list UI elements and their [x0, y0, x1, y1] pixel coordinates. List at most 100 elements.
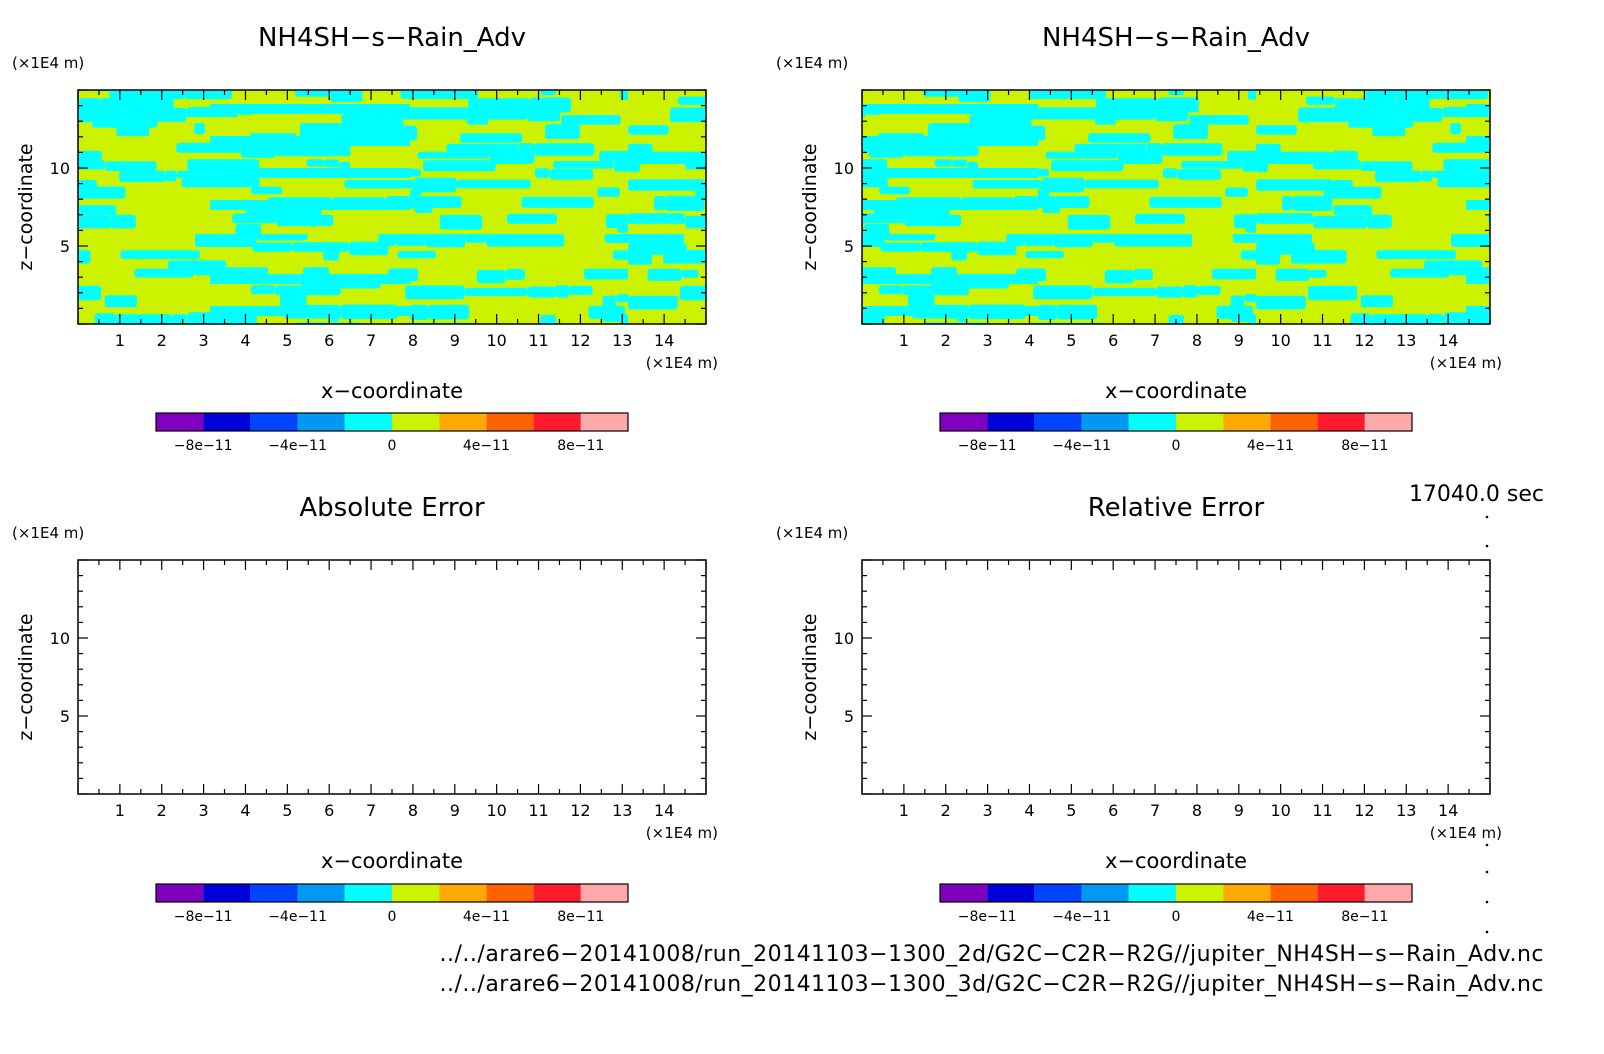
colorbar-segment [344, 884, 392, 902]
panel-2: NH4SH−s−Rain_Adv(×1E4 m)1 2 3 4 5 6 7 8 9 10 11 12 1… [776, 23, 1502, 454]
z-unit-label: (×1E4 m) [12, 54, 84, 72]
x-tick-label: 9 [450, 331, 460, 350]
x-tick-label: 12 [1354, 331, 1374, 350]
colorbar-tick-label: 4e−11 [463, 438, 510, 454]
x-tick-label: 14 [654, 331, 674, 350]
z-tick-label: 5 [844, 237, 854, 256]
x-tick-label: 3 [199, 331, 209, 350]
x-tick-label: 13 [612, 331, 632, 350]
x-tick-label: 7 [1150, 801, 1160, 820]
x-tick-label: 5 [1066, 801, 1076, 820]
colorbar-tick-label: 4e−11 [1247, 438, 1294, 454]
colorbar-tick-label: −8e−11 [174, 438, 233, 454]
colorbar-segment [987, 884, 1035, 902]
x-tick-label: 1 [899, 801, 909, 820]
x-tick-label: 10 [1270, 801, 1290, 820]
file-path-3d: ../../arare6−20141008/run_20141103−1300_… [439, 972, 1544, 997]
colorbar-segment [987, 413, 1035, 431]
marker-dot [1485, 870, 1489, 874]
x-axis-label: x−coordinate [321, 849, 463, 873]
colorbar-frame [155, 883, 629, 903]
x-tick-label: 4 [1024, 801, 1034, 820]
colorbar-segment [203, 413, 251, 431]
x-tick-label: 7 [1150, 331, 1160, 350]
colorbar-tick-label: 8e−11 [557, 909, 604, 925]
panel-title: NH4SH−s−Rain_Adv [1042, 23, 1310, 53]
colorbar-segment [439, 413, 487, 431]
x-tick-label: 10 [486, 801, 506, 820]
x-tick-label: 14 [1438, 801, 1458, 820]
x-tick-label: 2 [157, 801, 167, 820]
z-tick-label: 5 [60, 237, 70, 256]
x-tick-label: 12 [570, 331, 590, 350]
x-tick-label: 14 [1438, 331, 1458, 350]
colorbar-segment [533, 884, 581, 902]
x-tick-label: 2 [941, 331, 951, 350]
marker-dot [1485, 930, 1489, 934]
colorbar-tick-label: 8e−11 [1341, 438, 1388, 454]
x-tick-label: 4 [1024, 331, 1034, 350]
colorbar-tick-label: −8e−11 [174, 909, 233, 925]
marker-dot [1485, 843, 1489, 847]
x-tick-label: 1 [899, 331, 909, 350]
marker-dot [1485, 515, 1489, 519]
colorbar-segment [580, 884, 628, 902]
x-tick-label: 11 [528, 801, 548, 820]
colorbar-segment [1364, 884, 1412, 902]
colorbar-segment [1176, 884, 1224, 902]
z-axis-label: z−coordinate [15, 613, 37, 740]
colorbar-segment [439, 884, 487, 902]
x-tick-label: 7 [366, 331, 376, 350]
colorbar-segment [1081, 413, 1129, 431]
x-unit-label: (×1E4 m) [1430, 824, 1502, 842]
colorbar-segment [1364, 413, 1412, 431]
colorbar-tick-label: 0 [388, 909, 397, 925]
panel-title: Relative Error [1088, 493, 1265, 523]
time-label: 17040.0 sec [1408, 482, 1544, 507]
colorbar-segment [1176, 413, 1224, 431]
colorbar: −8e−11 −4e−11 0 4e−11 8e−11 [939, 883, 1413, 925]
x-tick-label: 9 [1234, 801, 1244, 820]
x-tick-label: 12 [1354, 801, 1374, 820]
colorbar-segment [533, 413, 581, 431]
x-tick-label: 11 [1312, 801, 1332, 820]
z-unit-label: (×1E4 m) [776, 54, 848, 72]
x-tick-label: 1 [115, 801, 125, 820]
x-tick-label: 11 [1312, 331, 1332, 350]
marker-dot [1485, 544, 1489, 548]
plot-frame [861, 559, 1491, 795]
x-axis-label: x−coordinate [321, 379, 463, 403]
colorbar-tick-label: 0 [1172, 438, 1181, 454]
heatmap-field [862, 90, 1490, 324]
heatmap-field [78, 90, 706, 324]
x-tick-label: 2 [157, 331, 167, 350]
colorbar-segment [392, 884, 440, 902]
colorbar-segment [580, 413, 628, 431]
x-tick-label: 5 [282, 801, 292, 820]
x-unit-label: (×1E4 m) [646, 824, 718, 842]
z-tick-label: 10 [50, 629, 70, 648]
x-tick-label: 8 [408, 801, 418, 820]
colorbar-tick-label: 4e−11 [463, 909, 510, 925]
x-tick-label: 4 [240, 331, 250, 350]
z-axis-label: z−coordinate [799, 613, 821, 740]
colorbar-segment [1081, 884, 1129, 902]
panel-1: NH4SH−s−Rain_Adv(×1E4 m)1 2 3 4 5 6 7 8 9 10 11 12 1… [12, 23, 718, 454]
colorbar-tick-label: −4e−11 [1052, 909, 1111, 925]
marker-dot [1485, 900, 1489, 904]
colorbar-segment [156, 884, 204, 902]
colorbar-segment [940, 884, 988, 902]
colorbar: −8e−11 −4e−11 0 4e−11 8e−11 [155, 412, 629, 454]
x-tick-label: 3 [983, 801, 993, 820]
colorbar-segment [486, 413, 534, 431]
x-tick-label: 3 [983, 331, 993, 350]
colorbar-tick-label: −8e−11 [958, 909, 1017, 925]
colorbar-segment [1317, 413, 1365, 431]
x-unit-label: (×1E4 m) [646, 354, 718, 372]
colorbar-tick-label: 8e−11 [557, 438, 604, 454]
colorbar-segment [1128, 884, 1176, 902]
x-tick-label: 14 [654, 801, 674, 820]
x-tick-label: 6 [1108, 331, 1118, 350]
colorbar-segment [392, 413, 440, 431]
x-tick-label: 10 [486, 331, 506, 350]
